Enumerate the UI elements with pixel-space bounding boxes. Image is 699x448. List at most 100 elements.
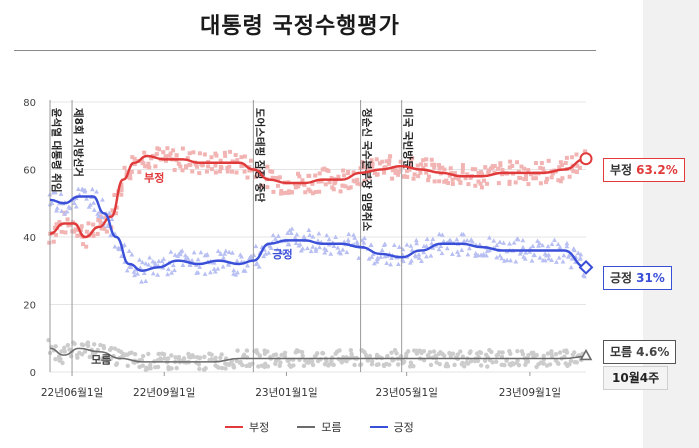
scatter-point-positive <box>212 269 218 274</box>
scatter-point-negative <box>329 175 334 180</box>
scatter-point-unknown <box>296 348 301 354</box>
scatter-point-unknown <box>156 351 161 357</box>
scatter-point-unknown <box>433 353 438 359</box>
scatter-point-negative <box>424 157 429 162</box>
scatter-point-negative <box>432 165 437 170</box>
scatter-point-negative <box>526 182 531 187</box>
x-tick-label: 23년09월1일 <box>499 386 561 399</box>
scatter-point-negative <box>184 164 189 169</box>
scatter-point-negative <box>149 156 154 161</box>
scatter-point-negative <box>293 185 298 190</box>
scatter-point-positive <box>557 244 563 249</box>
scatter-point-negative <box>429 157 434 162</box>
scatter-point-positive <box>99 214 105 219</box>
scatter-point-negative <box>577 165 582 170</box>
scatter-point-negative <box>270 175 275 180</box>
event-label: 윤석열 대통령 취임 <box>50 108 63 193</box>
scatter-point-positive <box>564 240 570 246</box>
scatter-point-negative <box>130 155 135 160</box>
scatter-point-positive <box>564 243 570 249</box>
scatter-point-negative <box>510 163 515 168</box>
scatter-point-positive <box>202 271 208 276</box>
scatter-point-positive <box>507 241 512 246</box>
scatter-point-positive <box>220 264 226 269</box>
scatter-point-positive <box>91 200 96 205</box>
scatter-point-negative <box>230 159 235 164</box>
scatter-point-positive <box>172 252 178 257</box>
scatter-point-positive <box>191 249 197 255</box>
scatter-point-positive <box>322 250 328 255</box>
scatter-point-negative <box>533 176 538 181</box>
scatter-point-negative <box>423 162 428 167</box>
scatter-point-unknown <box>173 355 178 360</box>
scatter-point-negative <box>139 158 144 163</box>
scatter-point-negative <box>442 179 447 184</box>
scatter-point-positive <box>424 236 430 241</box>
scatter-point-unknown <box>277 363 282 369</box>
scatter-point-negative <box>490 165 495 170</box>
scatter-point-negative <box>245 175 250 180</box>
scatter-point-unknown <box>282 354 288 359</box>
scatter-point-negative <box>409 162 414 167</box>
scatter-point-negative <box>418 170 423 175</box>
scatter-point-positive <box>226 249 232 255</box>
scatter-point-negative <box>575 163 580 168</box>
scatter-point-unknown <box>114 361 120 366</box>
scatter-point-unknown <box>58 357 63 362</box>
scatter-point-negative <box>498 161 503 166</box>
scatter-point-negative <box>260 171 265 176</box>
scatter-point-negative <box>112 193 117 198</box>
scatter-point-negative <box>119 182 124 187</box>
scatter-point-positive <box>287 227 293 233</box>
scatter-point-negative <box>235 158 240 163</box>
scatter-point-positive <box>344 249 350 255</box>
scatter-point-negative <box>180 146 185 151</box>
scatter-point-positive <box>183 252 188 258</box>
scatter-point-negative <box>72 229 77 234</box>
scatter-point-positive <box>254 260 260 265</box>
scatter-point-negative <box>460 170 465 175</box>
scatter-point-positive <box>378 254 384 259</box>
scatter-point-unknown <box>148 362 153 368</box>
scatter-point-positive <box>137 257 142 262</box>
scatter-point-unknown <box>105 360 111 365</box>
scatter-point-positive <box>454 236 460 242</box>
scatter-point-negative <box>265 185 270 190</box>
scatter-point-unknown <box>458 349 463 354</box>
scatter-point-unknown <box>385 353 390 359</box>
scatter-point-unknown <box>140 363 146 368</box>
scatter-point-positive <box>152 260 158 265</box>
scatter-point-positive <box>198 249 204 255</box>
scatter-point-positive <box>294 232 300 237</box>
legend-item-negative[interactable]: 부정 <box>225 419 269 435</box>
scatter-point-negative <box>410 156 415 161</box>
scatter-point-unknown <box>209 352 214 357</box>
scatter-point-unknown <box>309 359 315 364</box>
legend-label-unknown: 모름 <box>321 421 342 434</box>
scatter-point-negative <box>191 150 196 155</box>
scatter-point-unknown <box>234 358 239 364</box>
scatter-point-negative <box>538 181 543 186</box>
scatter-point-unknown <box>421 348 427 354</box>
scatter-point-negative <box>496 181 501 186</box>
scatter-point-unknown <box>53 344 58 349</box>
scatter-point-positive <box>177 251 183 257</box>
scatter-point-unknown <box>531 350 536 356</box>
scatter-point-negative <box>99 226 104 231</box>
scatter-point-unknown <box>428 362 434 368</box>
scatter-point-negative <box>492 164 497 169</box>
scatter-point-negative <box>165 146 170 151</box>
scatter-point-unknown <box>231 364 236 370</box>
legend-item-positive[interactable]: 긍정 <box>369 419 414 435</box>
scatter-point-negative <box>222 150 227 155</box>
scatter-point-negative <box>154 152 159 157</box>
scatter-point-negative <box>456 177 461 182</box>
legend-item-unknown[interactable]: 모름 <box>297 419 342 435</box>
scatter-point-positive <box>307 232 313 237</box>
scatter-point-unknown <box>226 362 232 368</box>
scatter-point-negative <box>539 161 544 166</box>
scatter-point-negative <box>370 161 375 166</box>
scatter-point-unknown <box>256 364 261 369</box>
scatter-point-positive <box>71 200 77 206</box>
scatter-point-negative <box>107 213 112 218</box>
